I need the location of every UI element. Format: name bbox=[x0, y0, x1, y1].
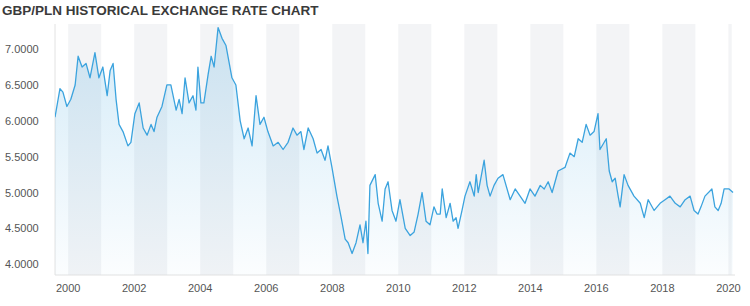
x-tick-label: 2012 bbox=[452, 282, 476, 294]
x-tick-label: 2018 bbox=[650, 282, 674, 294]
y-tick-label: 6.0000 bbox=[5, 115, 39, 127]
y-tick-label: 4.0000 bbox=[5, 258, 39, 270]
x-tick-label: 2008 bbox=[320, 282, 344, 294]
y-tick-label: 5.0000 bbox=[5, 187, 39, 199]
y-tick-label: 5.5000 bbox=[5, 151, 39, 163]
x-tick-label: 2010 bbox=[386, 282, 410, 294]
area bbox=[55, 28, 733, 275]
x-tick-label: 2014 bbox=[518, 282, 542, 294]
y-tick-label: 4.5000 bbox=[5, 222, 39, 234]
chart: 4.0000 4.5000 5.0000 5.5000 6.0000 6.5000 7.00… bbox=[0, 0, 750, 306]
plot-area bbox=[55, 28, 733, 275]
line bbox=[55, 28, 733, 254]
x-tick-label: 2004 bbox=[188, 282, 212, 294]
x-tick-label: 2016 bbox=[584, 282, 608, 294]
x-tick-label: 2000 bbox=[56, 282, 80, 294]
x-tick-label: 2006 bbox=[254, 282, 278, 294]
y-tick-label: 7.0000 bbox=[5, 43, 39, 55]
title: GBP/PLN HISTORICAL EXCHANGE RATE CHART bbox=[2, 3, 319, 18]
x-tick-label: 2020 bbox=[716, 282, 740, 294]
x-tick-label: 2002 bbox=[122, 282, 146, 294]
y-tick-label: 6.5000 bbox=[5, 79, 39, 91]
